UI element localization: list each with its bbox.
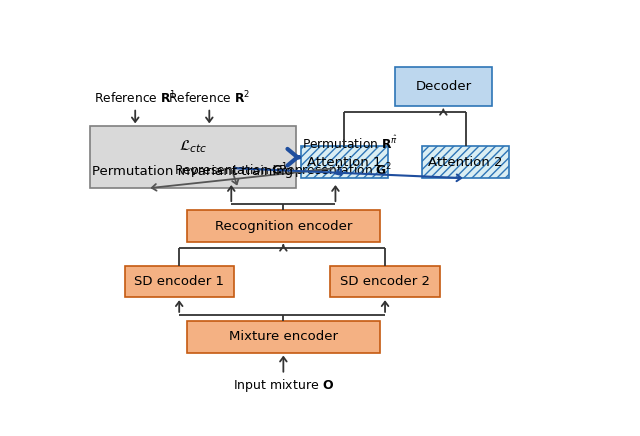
Text: $\mathcal{L}_{ctc}$: $\mathcal{L}_{ctc}$ (179, 138, 207, 155)
Text: Reference $\mathbf{R}^1$: Reference $\mathbf{R}^1$ (94, 90, 177, 107)
Text: Mixture encoder: Mixture encoder (229, 330, 338, 343)
Bar (187, 210, 380, 242)
Bar (422, 146, 509, 178)
Bar (90, 126, 296, 188)
Text: Attention 1: Attention 1 (307, 156, 381, 169)
Text: Permutation $\mathbf{R}^{\hat{\pi}}$: Permutation $\mathbf{R}^{\hat{\pi}}$ (301, 134, 398, 152)
Text: SD encoder 1: SD encoder 1 (134, 275, 224, 288)
Text: Attention 2: Attention 2 (428, 156, 503, 169)
Text: Representation $\mathbf{G}^2$: Representation $\mathbf{G}^2$ (278, 162, 392, 181)
Text: Reference $\mathbf{R}^2$: Reference $\mathbf{R}^2$ (168, 90, 250, 107)
Text: Decoder: Decoder (415, 80, 472, 93)
Text: Permutation invariant training: Permutation invariant training (92, 165, 293, 178)
Bar (395, 68, 492, 106)
Text: Recognition encoder: Recognition encoder (214, 220, 352, 232)
Text: Input mixture $\mathbf{O}$: Input mixture $\mathbf{O}$ (233, 377, 334, 394)
Bar (301, 146, 388, 178)
Bar (330, 266, 440, 297)
Bar (125, 266, 234, 297)
Text: SD encoder 2: SD encoder 2 (340, 275, 430, 288)
Bar (187, 321, 380, 353)
Text: Representation $\mathbf{G}^1$: Representation $\mathbf{G}^1$ (174, 162, 289, 181)
